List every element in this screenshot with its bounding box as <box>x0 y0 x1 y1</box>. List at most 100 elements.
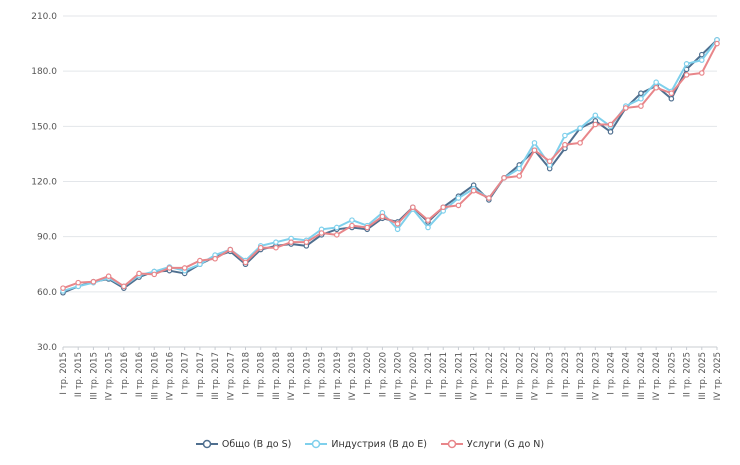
x-tick-label: IV тр. 2016 <box>165 352 175 400</box>
y-tick-label: 90.0 <box>37 233 57 243</box>
data-point <box>257 244 264 251</box>
x-tick-label: II тр. 2021 <box>439 352 449 397</box>
data-point <box>288 239 294 245</box>
data-point <box>714 40 720 47</box>
x-tick-label: IV тр. 2025 <box>713 352 723 400</box>
data-point <box>273 244 279 251</box>
x-tick-label: IV тр. 2023 <box>591 352 601 400</box>
x-tick-label: III тр. 2021 <box>454 352 464 400</box>
series-1 <box>60 37 720 296</box>
x-tick-label: III тр. 2025 <box>698 352 708 400</box>
data-point <box>273 239 279 245</box>
x-tick-label: IV тр. 2015 <box>105 352 115 400</box>
x-tick-label: IV тр. 2022 <box>530 352 540 400</box>
data-point <box>577 140 583 146</box>
x-tick-label: III тр. 2024 <box>637 352 647 400</box>
data-point <box>577 125 583 131</box>
data-point <box>698 57 705 63</box>
x-tick-label: IV тр. 2019 <box>348 352 358 400</box>
data-point <box>668 90 675 97</box>
data-point <box>349 222 355 229</box>
x-tick-label: I тр. 2025 <box>667 352 677 395</box>
data-point <box>607 121 614 128</box>
data-point <box>698 51 705 58</box>
data-point <box>638 103 644 109</box>
x-tick-label: I тр. 2022 <box>485 352 495 395</box>
data-point <box>653 79 659 86</box>
data-point <box>212 255 218 262</box>
series-line <box>62 43 718 290</box>
data-point <box>349 217 355 223</box>
data-point <box>683 72 690 78</box>
x-tick-label: IV тр. 2021 <box>470 352 480 400</box>
data-point <box>425 224 431 231</box>
data-point <box>121 283 127 290</box>
x-tick-label: I тр. 2021 <box>424 352 434 395</box>
x-tick-label: IV тр. 2017 <box>226 352 236 400</box>
data-point <box>60 285 66 291</box>
x-tick-label: IV тр. 2024 <box>652 352 662 400</box>
x-tick-label: II тр. 2022 <box>500 352 510 397</box>
data-point <box>592 112 599 119</box>
data-point <box>546 158 553 165</box>
x-tick-label: III тр. 2022 <box>515 352 525 400</box>
x-tick-label: II тр. 2015 <box>74 352 84 397</box>
data-point <box>622 105 629 111</box>
x-tick-label: I тр. 2015 <box>59 352 69 395</box>
y-tick-label: 30.0 <box>37 343 57 353</box>
data-point <box>531 140 538 146</box>
x-tick-label: III тр. 2016 <box>150 352 160 400</box>
data-point <box>638 90 644 97</box>
x-tick-label: IV тр. 2018 <box>287 352 297 400</box>
y-tick-label: 210.0 <box>31 12 57 22</box>
data-point <box>531 147 538 154</box>
data-point <box>440 204 447 211</box>
series-line <box>62 39 718 292</box>
x-tick-label: III тр. 2017 <box>211 352 221 400</box>
data-point <box>425 217 431 223</box>
x-tick-label: III тр. 2020 <box>394 352 404 400</box>
data-point <box>683 61 690 67</box>
x-tick-label: IV тр. 2020 <box>409 352 419 400</box>
data-point <box>653 84 659 91</box>
y-tick-label: 180.0 <box>31 67 57 77</box>
legend-item[interactable]: Индустрия (B до E) <box>305 438 427 450</box>
x-tick-label: II тр. 2020 <box>378 352 388 397</box>
data-point <box>364 224 370 231</box>
x-tick-label: II тр. 2024 <box>622 352 632 397</box>
series-line <box>62 39 718 294</box>
data-point <box>242 259 249 266</box>
data-point <box>105 273 112 280</box>
data-point <box>486 195 492 201</box>
x-tick-label: I тр. 2024 <box>607 352 617 395</box>
data-point <box>318 230 325 236</box>
data-point <box>516 173 523 179</box>
x-tick-label: I тр. 2018 <box>242 352 252 395</box>
x-tick-label: III тр. 2023 <box>576 352 586 400</box>
data-point <box>136 270 142 277</box>
data-point <box>638 95 644 102</box>
data-point <box>227 246 234 253</box>
legend-item[interactable]: Общо (B до S) <box>195 438 291 450</box>
data-point <box>592 121 599 128</box>
chart-legend: Общо (B до S) Индустрия (B до E) Услуги (G… <box>0 438 740 450</box>
x-tick-label: III тр. 2015 <box>89 352 99 400</box>
x-tick-label: II тр. 2025 <box>683 352 693 397</box>
data-point <box>197 257 203 264</box>
x-tick-label: I тр. 2023 <box>546 352 556 395</box>
legend-item[interactable]: Услуги (G до N) <box>440 438 544 450</box>
series-2 <box>60 37 720 294</box>
data-point <box>394 220 401 227</box>
x-tick-label: II тр. 2018 <box>257 352 267 397</box>
data-point <box>698 70 705 76</box>
x-tick-label: I тр. 2016 <box>120 352 130 395</box>
legend-label: Индустрия (B до E) <box>331 438 427 450</box>
data-point <box>303 239 310 245</box>
data-point <box>90 278 97 285</box>
data-point <box>470 187 477 194</box>
data-point <box>394 226 401 233</box>
data-point <box>379 213 386 220</box>
x-tick-label: II тр. 2017 <box>196 352 206 397</box>
data-point <box>333 224 340 231</box>
x-tick-label: I тр. 2019 <box>302 352 312 395</box>
